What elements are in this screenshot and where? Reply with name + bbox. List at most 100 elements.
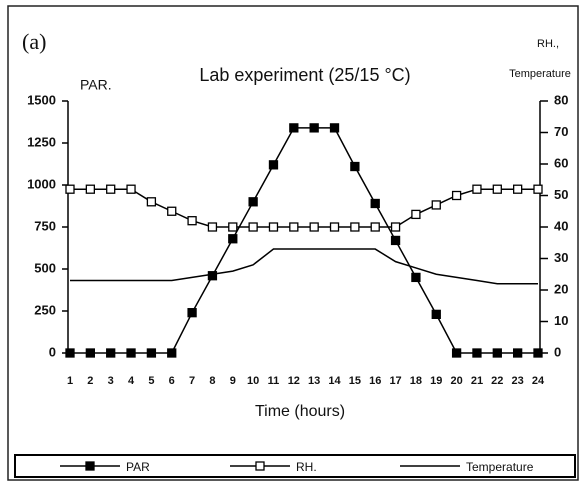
y2-tick-label: 80 bbox=[554, 92, 568, 107]
marker bbox=[492, 348, 502, 358]
y-tick-label: 250 bbox=[34, 302, 56, 317]
marker bbox=[350, 222, 360, 232]
marker bbox=[533, 184, 543, 194]
y2-axis-label: Temperature bbox=[509, 68, 571, 80]
x-tick-label: 2 bbox=[87, 375, 93, 387]
marker bbox=[492, 184, 502, 194]
x-tick-label: 14 bbox=[328, 375, 341, 387]
marker bbox=[390, 235, 401, 246]
marker bbox=[350, 161, 360, 172]
legend-box bbox=[14, 454, 576, 478]
x-tick-label: 24 bbox=[532, 375, 545, 387]
marker bbox=[329, 123, 340, 133]
marker bbox=[126, 348, 136, 358]
x-tick-label: 16 bbox=[369, 375, 381, 387]
series-line bbox=[70, 248, 538, 285]
x-axis-label: Time (hours) bbox=[255, 403, 345, 420]
y-tick-label: 1500 bbox=[27, 92, 56, 107]
x-tick-label: 12 bbox=[288, 375, 300, 387]
y2-tick-label: 40 bbox=[554, 218, 568, 233]
x-tick-label: 13 bbox=[308, 375, 320, 387]
x-tick-label: 11 bbox=[268, 375, 280, 387]
marker bbox=[370, 198, 380, 209]
x-tick-label: 15 bbox=[349, 375, 361, 387]
x-tick-label: 21 bbox=[471, 375, 483, 387]
x-tick-label: 1 bbox=[67, 375, 73, 387]
legend-label: PAR bbox=[126, 460, 150, 474]
marker bbox=[187, 216, 197, 226]
marker bbox=[309, 222, 319, 232]
marker bbox=[228, 222, 238, 232]
legend-marker bbox=[255, 461, 265, 471]
marker bbox=[431, 309, 441, 320]
marker bbox=[187, 308, 197, 318]
marker bbox=[329, 222, 340, 232]
marker bbox=[248, 222, 258, 232]
marker bbox=[207, 271, 218, 281]
legend-marker bbox=[85, 461, 95, 471]
x-tick-label: 18 bbox=[410, 375, 422, 387]
x-tick-label: 9 bbox=[230, 375, 236, 387]
y2-tick-label: 10 bbox=[554, 313, 568, 328]
series-line bbox=[70, 188, 538, 228]
marker bbox=[431, 200, 441, 210]
marker bbox=[146, 348, 157, 358]
marker bbox=[513, 184, 523, 194]
x-tick-label: 6 bbox=[169, 375, 175, 387]
y-tick-label: 0 bbox=[49, 344, 56, 359]
legend-label: RH. bbox=[296, 460, 317, 474]
marker bbox=[85, 348, 95, 358]
marker bbox=[451, 348, 462, 358]
series-line bbox=[70, 127, 538, 354]
marker bbox=[370, 222, 380, 232]
marker bbox=[513, 348, 523, 358]
marker bbox=[65, 348, 75, 358]
marker bbox=[248, 197, 258, 207]
y2-axis-label: RH., bbox=[537, 38, 559, 50]
chart-title: Lab experiment (25/15 °C) bbox=[199, 65, 410, 85]
marker bbox=[268, 222, 279, 232]
y2-tick-label: 70 bbox=[554, 124, 568, 139]
x-tick-label: 10 bbox=[247, 375, 259, 387]
y-tick-label: 1000 bbox=[27, 176, 56, 191]
y2-tick-label: 0 bbox=[554, 344, 561, 359]
marker bbox=[167, 206, 177, 216]
x-tick-label: 22 bbox=[491, 375, 503, 387]
marker bbox=[126, 184, 136, 194]
x-tick-label: 20 bbox=[450, 375, 462, 387]
y-axis-label: PAR. bbox=[80, 77, 112, 93]
marker bbox=[472, 184, 482, 194]
y2-tick-label: 20 bbox=[554, 281, 568, 296]
y2-tick-label: 60 bbox=[554, 155, 568, 170]
marker bbox=[289, 123, 299, 133]
marker bbox=[289, 222, 299, 232]
y2-tick-label: 30 bbox=[554, 250, 568, 265]
legend-label: Temperature bbox=[466, 460, 534, 474]
y2-tick-label: 50 bbox=[554, 187, 568, 202]
frame bbox=[7, 5, 579, 481]
marker bbox=[106, 348, 116, 358]
marker bbox=[85, 184, 95, 194]
y-tick-label: 750 bbox=[34, 218, 56, 233]
marker bbox=[472, 348, 482, 358]
x-tick-label: 8 bbox=[209, 375, 215, 387]
y-tick-label: 500 bbox=[34, 260, 56, 275]
marker bbox=[228, 234, 238, 244]
x-tick-label: 17 bbox=[389, 375, 401, 387]
marker bbox=[207, 222, 218, 232]
marker bbox=[106, 184, 116, 194]
y-tick-label: 1250 bbox=[27, 134, 56, 149]
marker bbox=[268, 160, 279, 170]
marker bbox=[167, 348, 177, 358]
x-tick-label: 4 bbox=[128, 375, 135, 387]
marker bbox=[390, 222, 401, 232]
marker bbox=[65, 184, 75, 194]
x-tick-label: 23 bbox=[512, 375, 524, 387]
x-tick-label: 3 bbox=[108, 375, 114, 387]
marker bbox=[146, 197, 157, 207]
marker bbox=[411, 272, 421, 283]
x-tick-label: 19 bbox=[430, 375, 442, 387]
marker bbox=[451, 190, 462, 201]
